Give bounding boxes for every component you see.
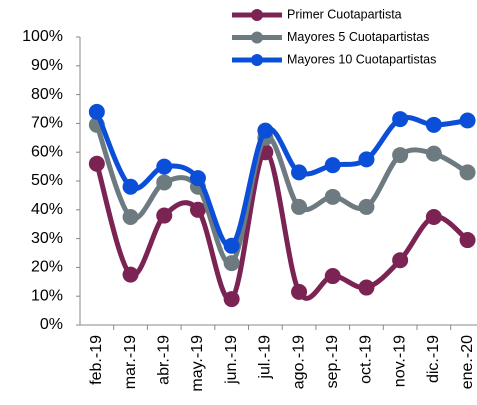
y-tick-label: 60% <box>31 143 63 160</box>
marker <box>324 268 341 285</box>
marker <box>459 164 476 181</box>
x-tick-label: abr.-19 <box>155 335 172 385</box>
x-tick-label: oct.-19 <box>358 335 375 384</box>
x-tick-label: jul.-19 <box>257 335 274 380</box>
y-tick-label: 90% <box>31 57 63 74</box>
marker <box>223 255 240 272</box>
x-tick-label: ene.-20 <box>459 335 476 389</box>
marker <box>459 232 476 249</box>
legend-marker <box>251 31 263 44</box>
marker <box>88 103 105 120</box>
marker <box>392 147 409 164</box>
marker <box>223 291 240 308</box>
marker <box>122 178 139 195</box>
y-tick-label: 40% <box>31 201 63 218</box>
marker <box>156 174 173 191</box>
marker <box>88 155 105 172</box>
x-tick-label: may.-19 <box>189 335 206 392</box>
y-tick-label: 50% <box>31 172 63 189</box>
x-tick-label: feb.-19 <box>88 335 105 385</box>
x-tick-label: sep.-19 <box>324 335 341 388</box>
marker <box>358 198 375 215</box>
marker <box>459 112 476 129</box>
legend-label: Mayores 10 Cuotapartistas <box>287 52 436 66</box>
y-tick-label: 100% <box>22 28 63 45</box>
marker <box>156 158 173 175</box>
x-tick-label: ago.-19 <box>290 335 307 389</box>
y-tick-label: 30% <box>31 230 63 247</box>
marker <box>425 145 442 162</box>
marker <box>189 201 206 218</box>
marker <box>291 164 308 181</box>
y-tick-label: 80% <box>31 86 63 103</box>
x-tick-label: nov.-19 <box>391 335 408 387</box>
marker <box>392 111 409 128</box>
marker <box>223 237 240 254</box>
marker <box>122 266 139 283</box>
marker <box>358 151 375 168</box>
y-tick-label: 20% <box>31 259 63 276</box>
x-tick-label: jun.-19 <box>223 335 240 385</box>
marker <box>324 157 341 174</box>
marker <box>291 283 308 300</box>
y-tick-label: 70% <box>31 115 63 132</box>
marker <box>324 188 341 205</box>
y-tick-label: 0% <box>40 316 63 333</box>
legend-marker <box>251 9 263 21</box>
legend-label: Mayores 5 Cuotapartistas <box>287 30 429 44</box>
marker <box>425 209 442 225</box>
legend-marker <box>251 54 263 66</box>
x-tick-label: dic.-19 <box>425 335 442 383</box>
marker <box>257 122 274 139</box>
marker <box>156 207 173 224</box>
marker <box>122 209 139 225</box>
marker <box>425 116 442 133</box>
marker <box>291 198 308 215</box>
x-tick-label: mar.-19 <box>122 335 139 389</box>
y-tick-label: 10% <box>31 287 63 304</box>
marker <box>358 279 375 296</box>
marker <box>392 252 409 269</box>
marker <box>189 170 206 187</box>
legend-label: Primer Cuotapartista <box>287 7 402 21</box>
